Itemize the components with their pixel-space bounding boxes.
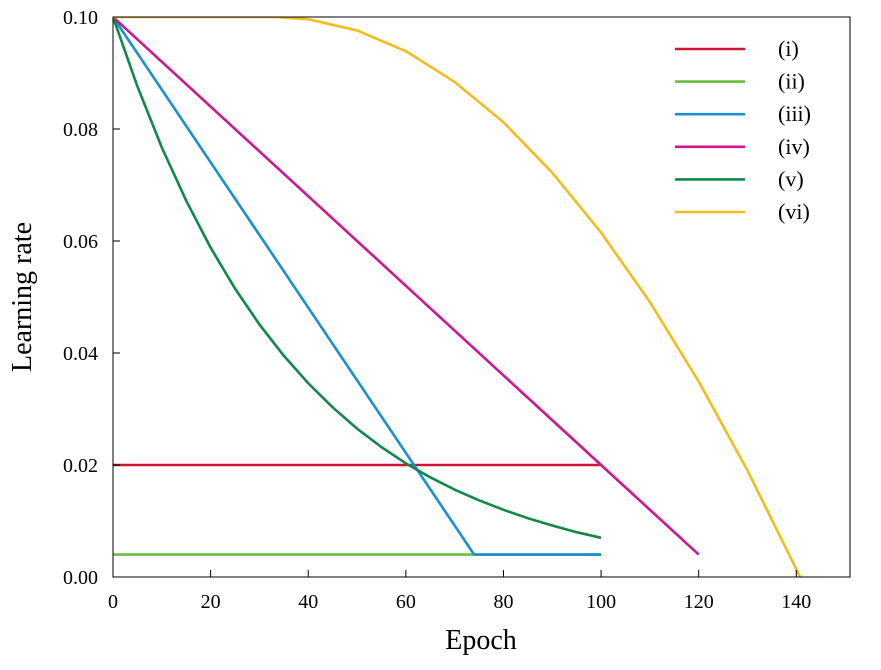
plot-area-frame — [112, 16, 851, 578]
y-tick-label: 0.06 — [63, 231, 98, 253]
x-tick-label: 100 — [586, 591, 616, 613]
series-line-3 — [113, 17, 602, 556]
series-line-4 — [113, 17, 700, 556]
x-tick-label: 0 — [108, 591, 118, 613]
legend-label: (vi) — [778, 199, 810, 224]
x-tick-label: 20 — [201, 591, 221, 613]
legend-label: (iv) — [778, 134, 810, 159]
legend-label: (iii) — [778, 101, 811, 126]
legend: (i) (ii) (iii) (iv) (v) (vi) — [675, 36, 811, 224]
legend-label: (v) — [778, 166, 804, 191]
y-axis: 0.00 0.02 0.04 0.06 0.08 0.10 — [63, 7, 120, 589]
x-tick-label: 80 — [493, 591, 513, 613]
legend-label: (i) — [778, 36, 799, 61]
y-tick-label: 0.10 — [63, 7, 98, 29]
x-tick-label: 60 — [396, 591, 416, 613]
x-axis-title: Epoch — [445, 625, 517, 656]
y-axis-title: Learning rate — [7, 222, 38, 372]
y-tick-label: 0.02 — [63, 455, 98, 477]
legend-label: (ii) — [778, 69, 805, 94]
x-tick-label: 40 — [298, 591, 318, 613]
series-layer — [113, 17, 802, 577]
series-line-6 — [113, 17, 802, 577]
series-line-5 — [113, 17, 602, 540]
y-tick-label: 0.04 — [63, 343, 98, 365]
x-axis: 0 20 40 60 80 100 120 140 — [108, 570, 811, 613]
y-tick-label: 0.08 — [63, 119, 98, 141]
x-tick-label: 140 — [781, 591, 811, 613]
x-tick-label: 120 — [684, 591, 714, 613]
y-tick-label: 0.00 — [63, 567, 98, 589]
